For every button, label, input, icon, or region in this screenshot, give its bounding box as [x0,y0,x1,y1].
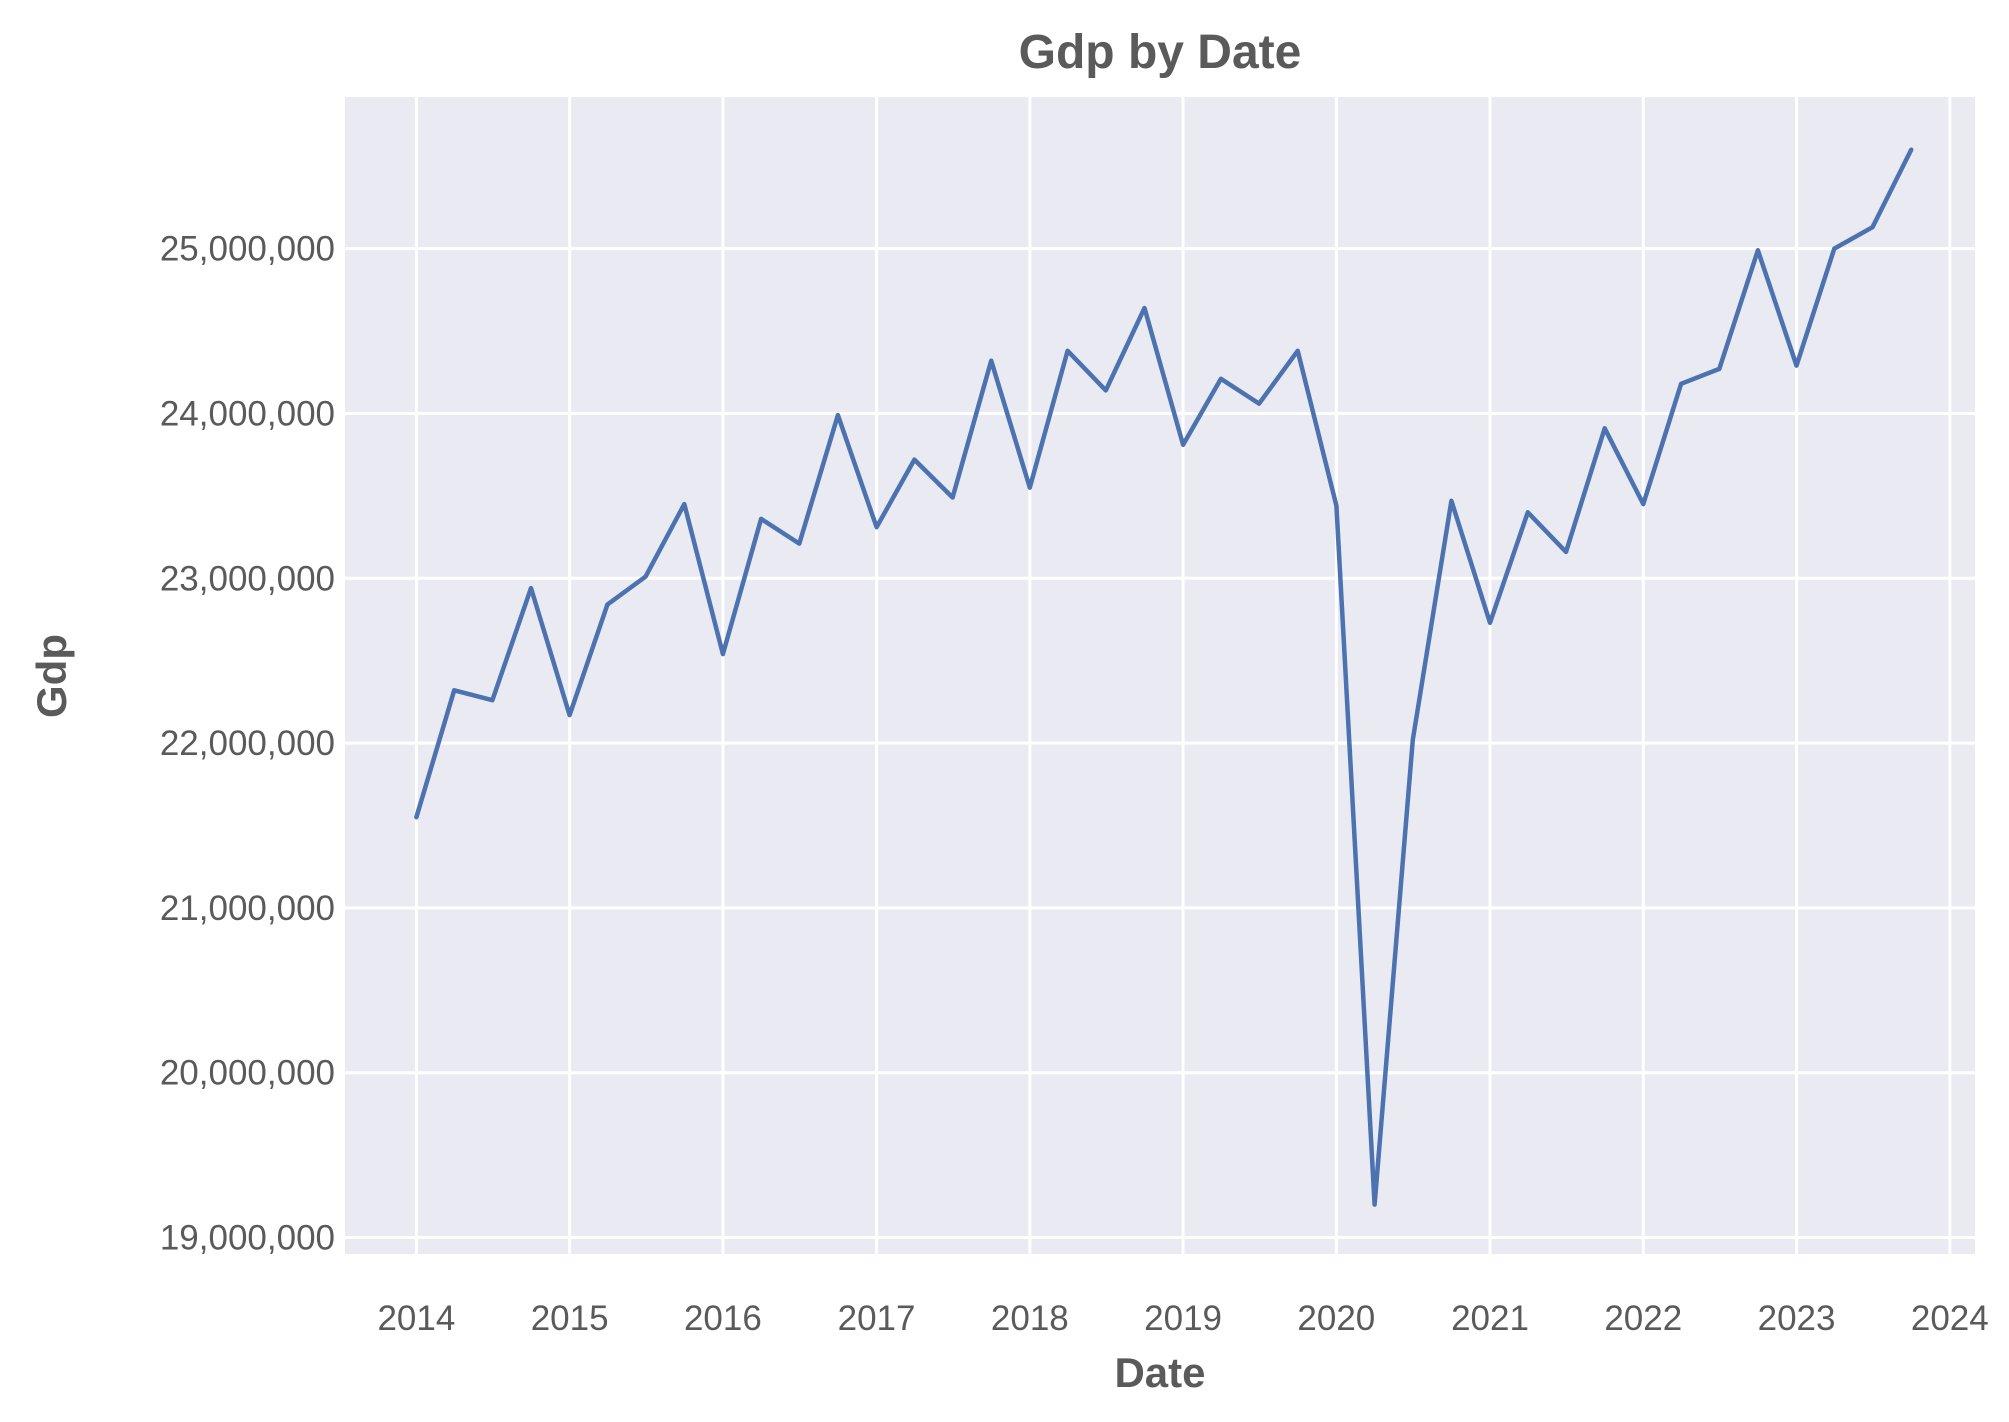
y-tick-label: 25,000,000 [160,230,335,269]
y-tick-label: 23,000,000 [160,559,335,598]
plot-background [345,97,1975,1254]
chart-title: Gdp by Date [1019,26,1302,79]
series-line-layer [414,147,1914,1207]
x-tick-label: 2017 [838,1299,916,1338]
grid-lines [345,97,1975,1254]
x-axis-ticks: 2014 2015 2016 2017 2018 2019 2020 2021 2022 2023… [377,1299,1988,1338]
gdp-series-line [414,147,1914,1207]
x-tick-label: 2021 [1451,1299,1529,1338]
x-tick-label: 2016 [684,1299,762,1338]
y-tick-label: 24,000,000 [160,394,335,433]
y-tick-label: 21,000,000 [160,889,335,928]
y-tick-label: 19,000,000 [160,1219,335,1258]
x-tick-label: 2019 [1144,1299,1222,1338]
x-tick-label: 2018 [991,1299,1069,1338]
y-axis-label: Gdp [28,634,75,718]
x-tick-label: 2024 [1911,1299,1989,1338]
x-tick-label: 2023 [1758,1299,1836,1338]
x-tick-label: 2014 [377,1299,455,1338]
y-tick-label: 22,000,000 [160,724,335,763]
y-axis-ticks: 19,000,000 20,000,000 21,000,000 22,000,000… [160,230,335,1258]
x-tick-label: 2020 [1297,1299,1375,1338]
x-tick-label: 2022 [1604,1299,1682,1338]
x-tick-label: 2015 [531,1299,609,1338]
y-tick-label: 20,000,000 [160,1054,335,1093]
x-axis-label: Date [1114,1349,1205,1396]
